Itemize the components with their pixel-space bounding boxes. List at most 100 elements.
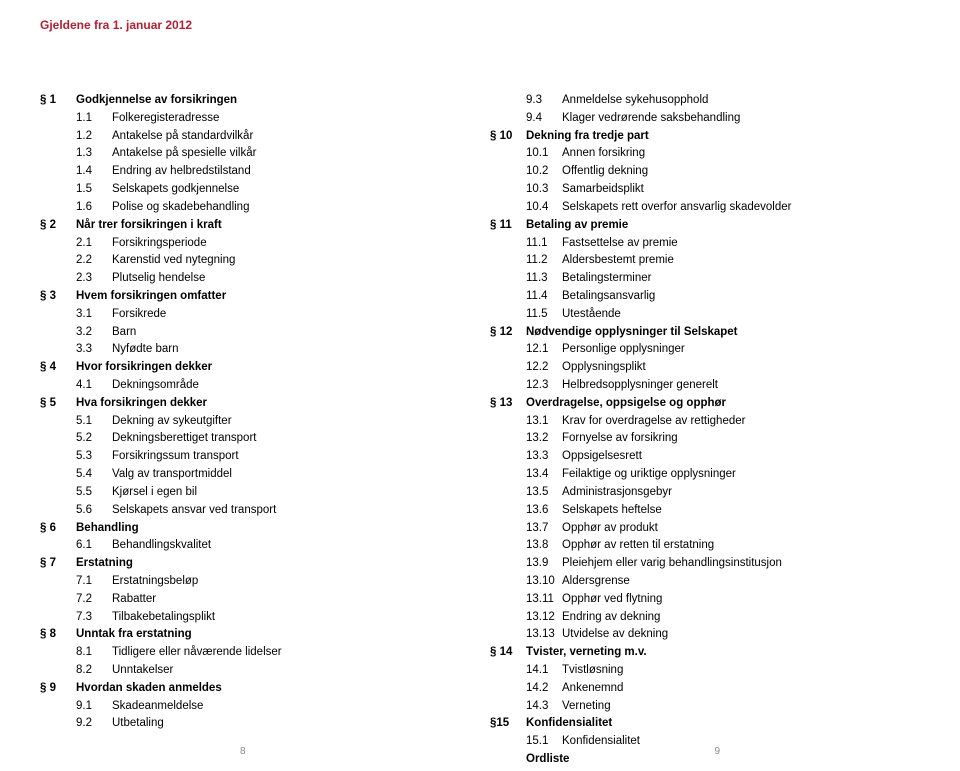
- toc-subitem-row: 12.3Helbredsopplysninger generelt: [490, 377, 830, 395]
- toc-subitem-number: 8.1: [76, 644, 112, 662]
- toc-subitem-number: 15.1: [526, 733, 562, 751]
- toc-subitem-number: 14.3: [526, 698, 562, 716]
- toc-subitem-text: Forsikrede: [112, 306, 166, 324]
- toc-subitem-text: Klager vedrørende saksbehandling: [562, 110, 740, 128]
- toc-subitem-text: Antakelse på spesielle vilkår: [112, 145, 256, 163]
- toc-columns: § 1Godkjennelse av forsikringen1.1Folker…: [40, 92, 920, 769]
- toc-section-title: Konfidensialitet: [526, 715, 612, 733]
- toc-subitem-text: Konfidensialitet: [562, 733, 640, 751]
- toc-subitem-row: 13.9Pleiehjem eller varig behandlingsins…: [490, 555, 830, 573]
- toc-subitem-number: 1.2: [76, 128, 112, 146]
- toc-subitem-text: Oppsigelsesrett: [562, 448, 642, 466]
- toc-subitem-row: 3.1Forsikrede: [40, 306, 380, 324]
- toc-subitem-row: 11.1Fastsettelse av premie: [490, 235, 830, 253]
- toc-subitem-text: Dekningsberettiget transport: [112, 430, 256, 448]
- toc-section-row: Ordliste: [490, 751, 830, 769]
- toc-subitem-number: 13.13: [526, 626, 562, 644]
- toc-subitem-text: Aldersgrense: [562, 573, 630, 591]
- toc-subitem-text: Ankenemnd: [562, 680, 623, 698]
- toc-subitem-number: 12.2: [526, 359, 562, 377]
- toc-section-number: § 13: [490, 395, 526, 413]
- document-page: Gjeldene fra 1. januar 2012 § 1Godkjenne…: [0, 0, 960, 771]
- toc-subitem-text: Betalingsansvarlig: [562, 288, 655, 306]
- toc-subitem-text: Selskapets rett overfor ansvarlig skadev…: [562, 199, 791, 217]
- toc-section-row: § 11Betaling av premie: [490, 217, 830, 235]
- toc-subitem-row: 3.3Nyfødte barn: [40, 341, 380, 359]
- toc-section-row: § 14Tvister, verneting m.v.: [490, 644, 830, 662]
- toc-subitem-row: 13.5Administrasjonsgebyr: [490, 484, 830, 502]
- toc-section-number: § 12: [490, 324, 526, 342]
- toc-section-title: Behandling: [76, 520, 139, 538]
- toc-section-row: § 10Dekning fra tredje part: [490, 128, 830, 146]
- toc-subitem-row: 14.2Ankenemnd: [490, 680, 830, 698]
- toc-subitem-row: 1.1Folkeregisteradresse: [40, 110, 380, 128]
- toc-subitem-text: Opplysningsplikt: [562, 359, 646, 377]
- toc-subitem-row: 5.4Valg av transportmiddel: [40, 466, 380, 484]
- toc-subitem-row: 10.3Samarbeidsplikt: [490, 181, 830, 199]
- toc-subitem-number: 2.3: [76, 270, 112, 288]
- toc-subitem-number: 14.2: [526, 680, 562, 698]
- toc-section-number: § 4: [40, 359, 76, 377]
- toc-subitem-number: 11.5: [526, 306, 562, 324]
- toc-section-number: § 1: [40, 92, 76, 110]
- toc-subitem-number: 9.3: [526, 92, 562, 110]
- toc-subitem-number: 7.2: [76, 591, 112, 609]
- toc-subitem-number: 10.4: [526, 199, 562, 217]
- toc-subitem-row: 5.6Selskapets ansvar ved transport: [40, 502, 380, 520]
- toc-subitem-text: Opphør av produkt: [562, 520, 658, 538]
- toc-subitem-row: 9.1Skadeanmeldelse: [40, 698, 380, 716]
- toc-subitem-text: Valg av transportmiddel: [112, 466, 232, 484]
- toc-subitem-text: Unntakelser: [112, 662, 173, 680]
- toc-subitem-row: 1.2Antakelse på standardvilkår: [40, 128, 380, 146]
- toc-subitem-text: Utbetaling: [112, 715, 164, 733]
- toc-section-number: § 8: [40, 626, 76, 644]
- toc-subitem-row: 13.3Oppsigelsesrett: [490, 448, 830, 466]
- toc-section-number: § 9: [40, 680, 76, 698]
- toc-subitem-row: 1.6Polise og skadebehandling: [40, 199, 380, 217]
- toc-subitem-text: Helbredsopplysninger generelt: [562, 377, 718, 395]
- toc-subitem-row: 2.2Karenstid ved nytegning: [40, 252, 380, 270]
- toc-subitem-text: Fornyelse av forsikring: [562, 430, 678, 448]
- toc-subitem-number: 10.2: [526, 163, 562, 181]
- toc-subitem-row: 8.2Unntakelser: [40, 662, 380, 680]
- toc-section-number: § 11: [490, 217, 526, 235]
- toc-subitem-row: 12.1Personlige opplysninger: [490, 341, 830, 359]
- page-number-left: 8: [240, 746, 246, 757]
- toc-subitem-row: 12.2Opplysningsplikt: [490, 359, 830, 377]
- toc-section-title: Betaling av premie: [526, 217, 628, 235]
- toc-section-title: Hvordan skaden anmeldes: [76, 680, 222, 698]
- toc-section-row: § 6Behandling: [40, 520, 380, 538]
- toc-subitem-number: 13.3: [526, 448, 562, 466]
- toc-subitem-text: Kjørsel i egen bil: [112, 484, 197, 502]
- toc-subitem-number: 10.1: [526, 145, 562, 163]
- toc-subitem-row: 13.8Opphør av retten til erstatning: [490, 537, 830, 555]
- effective-date-header: Gjeldene fra 1. januar 2012: [40, 18, 920, 32]
- toc-subitem-row: 11.5Utestående: [490, 306, 830, 324]
- toc-subitem-row: 9.2Utbetaling: [40, 715, 380, 733]
- toc-section-title: Overdragelse, oppsigelse og opphør: [526, 395, 726, 413]
- toc-section-number: [490, 751, 526, 769]
- toc-subitem-number: 5.5: [76, 484, 112, 502]
- toc-section-row: § 1Godkjennelse av forsikringen: [40, 92, 380, 110]
- toc-section-row: §15Konfidensialitet: [490, 715, 830, 733]
- toc-subitem-row: 8.1Tidligere eller nåværende lidelser: [40, 644, 380, 662]
- toc-glossary-title: Ordliste: [526, 751, 569, 769]
- toc-subitem-number: 5.2: [76, 430, 112, 448]
- toc-subitem-row: 2.1Forsikringsperiode: [40, 235, 380, 253]
- toc-subitem-number: 1.3: [76, 145, 112, 163]
- toc-subitem-number: 5.4: [76, 466, 112, 484]
- toc-subitem-text: Endring av helbredstilstand: [112, 163, 251, 181]
- toc-subitem-text: Opphør av retten til erstatning: [562, 537, 714, 555]
- toc-subitem-row: 6.1Behandlingskvalitet: [40, 537, 380, 555]
- toc-subitem-row: 7.1Erstatningsbeløp: [40, 573, 380, 591]
- toc-section-row: § 13Overdragelse, oppsigelse og opphør: [490, 395, 830, 413]
- toc-subitem-number: 13.8: [526, 537, 562, 555]
- toc-subitem-number: 11.4: [526, 288, 562, 306]
- toc-subitem-text: Skadeanmeldelse: [112, 698, 203, 716]
- toc-subitem-row: 1.5Selskapets godkjennelse: [40, 181, 380, 199]
- toc-subitem-number: 12.3: [526, 377, 562, 395]
- toc-subitem-number: 13.1: [526, 413, 562, 431]
- toc-subitem-row: 11.4Betalingsansvarlig: [490, 288, 830, 306]
- toc-subitem-number: 2.1: [76, 235, 112, 253]
- toc-subitem-text: Forsikringsperiode: [112, 235, 207, 253]
